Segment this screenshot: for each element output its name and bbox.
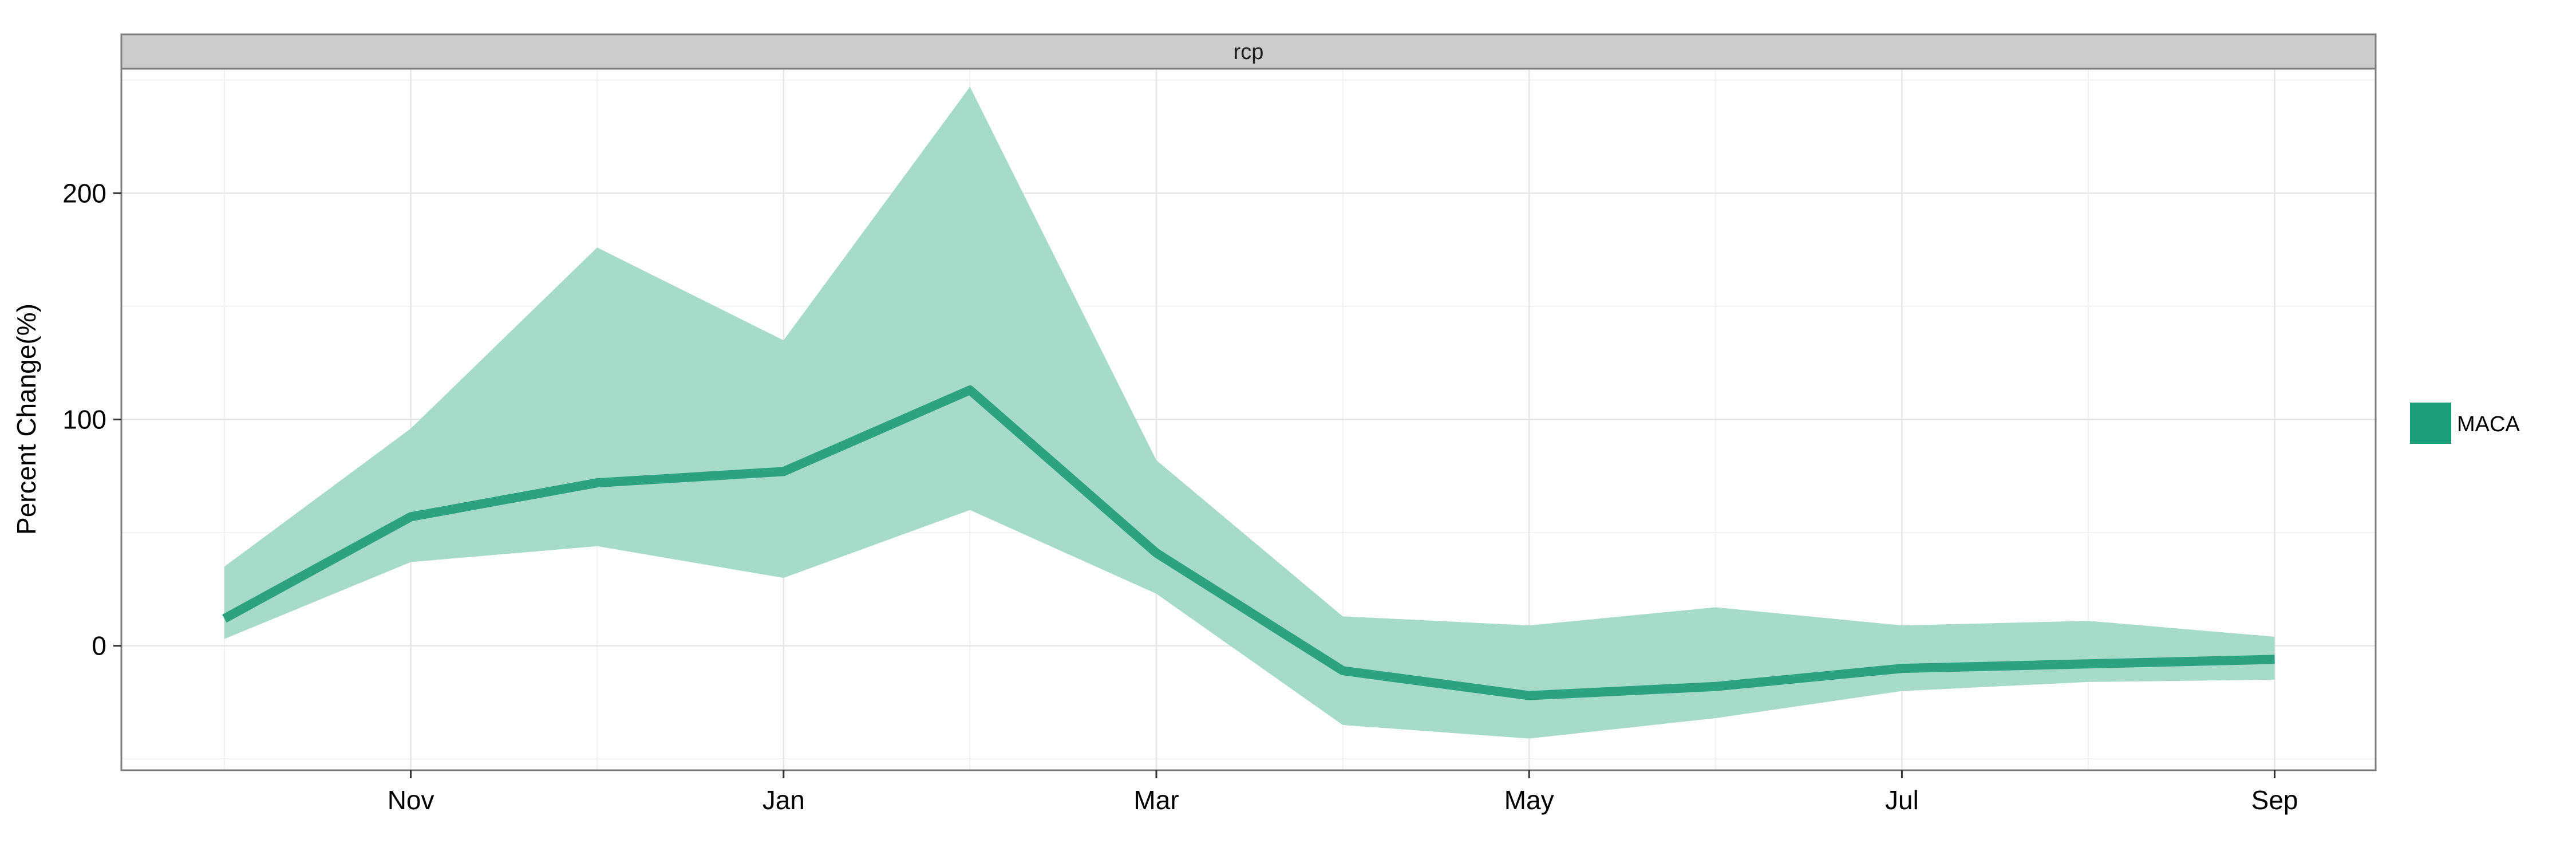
y-tick-label: 100 — [62, 405, 106, 435]
legend-key-maca — [2410, 403, 2451, 444]
x-tick-label: May — [1504, 785, 1554, 815]
facet-strip-label: rcp — [1234, 40, 1264, 64]
y-axis-title: Percent Change(%) — [11, 304, 41, 535]
y-tick-label: 0 — [92, 631, 106, 661]
panel — [120, 68, 2377, 771]
line-layer — [222, 385, 2275, 700]
facet-strip: rcp — [120, 33, 2377, 70]
legend: MACA — [2410, 403, 2520, 444]
x-axis: Nov Jan Mar May Jul Sep — [388, 770, 2298, 815]
y-tick-label: 200 — [62, 178, 106, 208]
facet-strip-background — [120, 33, 2377, 70]
series-line-maca — [222, 385, 2275, 700]
x-tick-label: Jan — [762, 785, 805, 815]
x-tick-label: Jul — [1885, 785, 1919, 815]
x-tick-label: Mar — [1133, 785, 1179, 815]
y-axis: 0 100 200 — [62, 178, 121, 661]
legend-label-maca: MACA — [2457, 412, 2520, 436]
x-tick-label: Sep — [2251, 785, 2298, 815]
x-tick-label: Nov — [388, 785, 434, 815]
